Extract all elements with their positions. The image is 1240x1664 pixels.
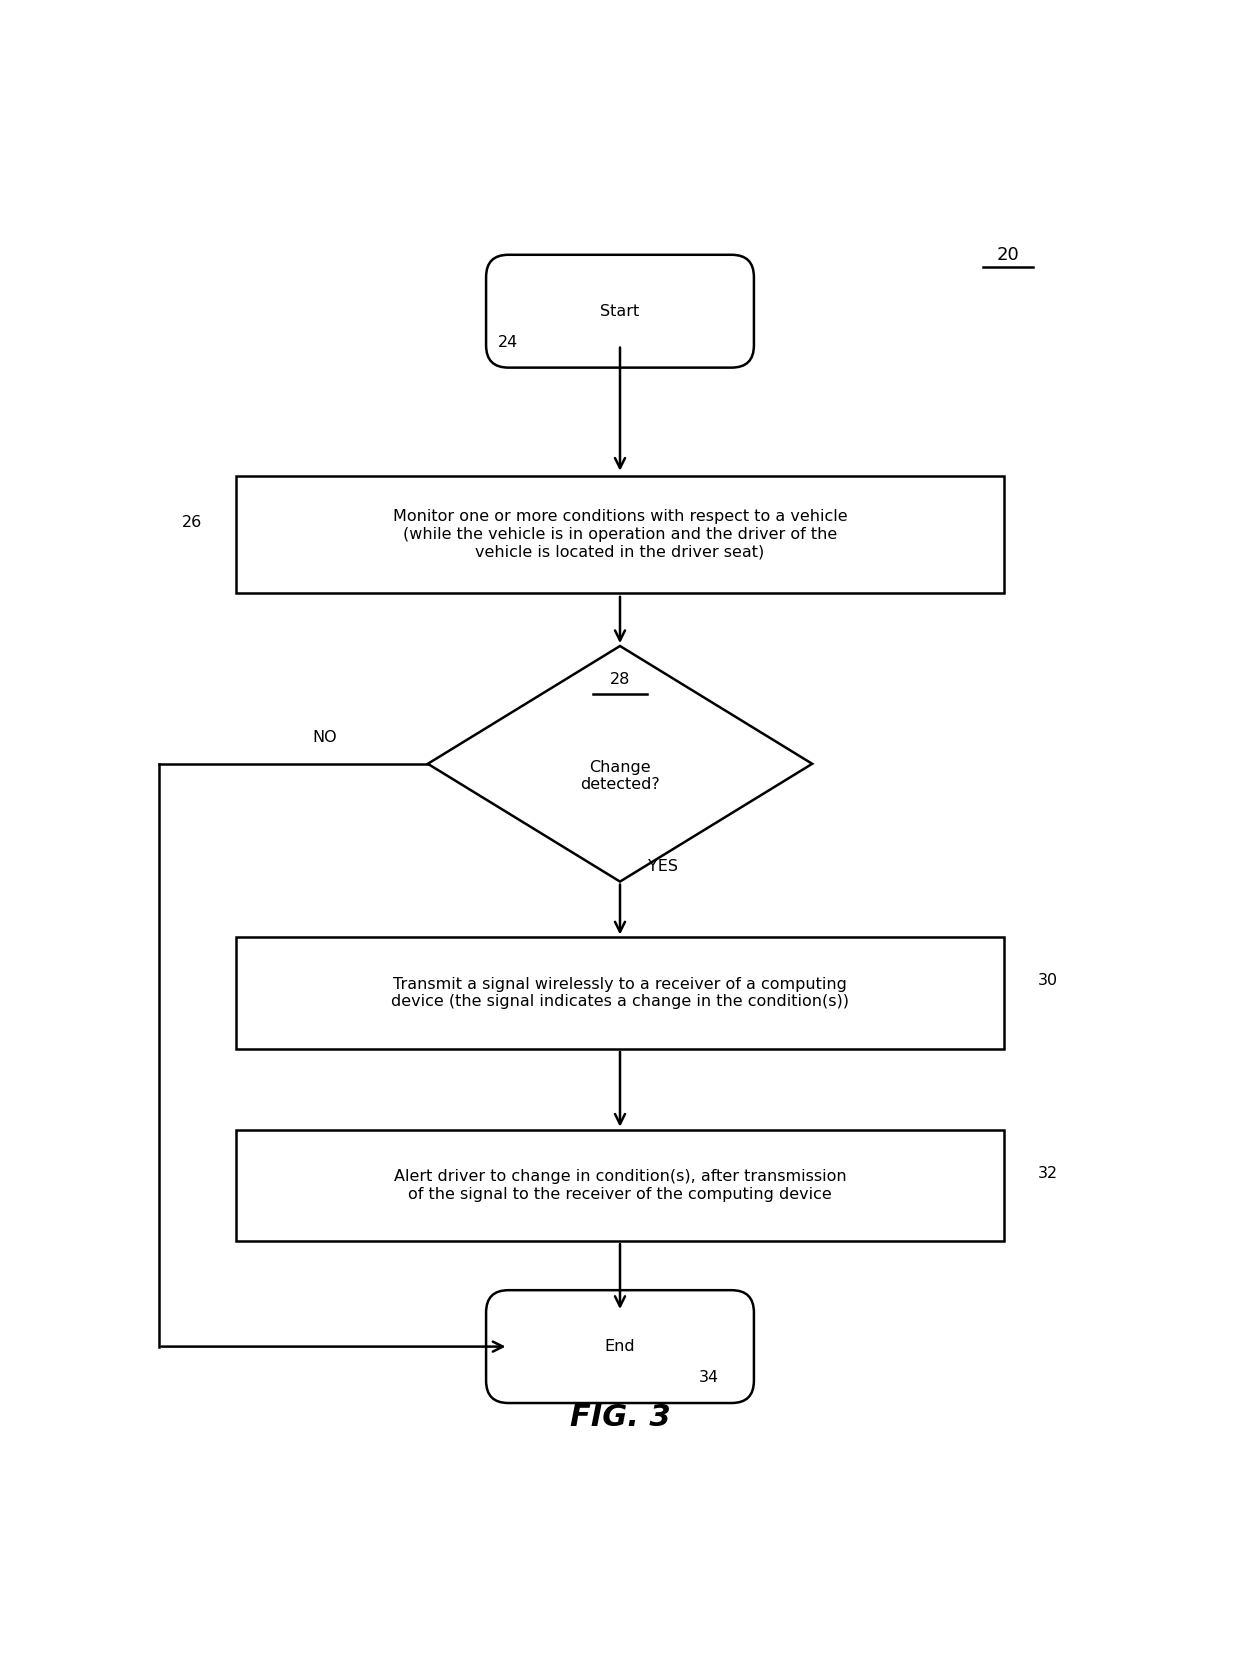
Text: 32: 32	[1038, 1165, 1058, 1180]
Text: 34: 34	[699, 1369, 719, 1384]
Text: YES: YES	[649, 859, 678, 874]
Text: 20: 20	[997, 246, 1019, 265]
Text: 24: 24	[498, 334, 518, 349]
Bar	[236, 937, 1004, 1048]
Bar	[236, 1130, 1004, 1241]
FancyBboxPatch shape	[486, 255, 754, 368]
Text: Transmit a signal wirelessly to a receiver of a computing
device (the signal ind: Transmit a signal wirelessly to a receiv…	[391, 977, 849, 1010]
Text: Alert driver to change in condition(s), after transmission
of the signal to the : Alert driver to change in condition(s), …	[393, 1170, 847, 1201]
Polygon shape	[428, 646, 812, 882]
Text: NO: NO	[312, 730, 337, 745]
Text: Monitor one or more conditions with respect to a vehicle
(while the vehicle is i: Monitor one or more conditions with resp…	[393, 509, 847, 559]
Text: 30: 30	[1038, 973, 1058, 988]
Text: End: End	[605, 1340, 635, 1354]
Text: Start: Start	[600, 305, 640, 319]
FancyBboxPatch shape	[486, 1290, 754, 1403]
Text: Change
detected?: Change detected?	[580, 760, 660, 792]
Text: FIG. 3: FIG. 3	[569, 1403, 671, 1431]
Bar	[236, 476, 1004, 594]
Text: 28: 28	[610, 672, 630, 687]
Text: 26: 26	[182, 514, 202, 529]
